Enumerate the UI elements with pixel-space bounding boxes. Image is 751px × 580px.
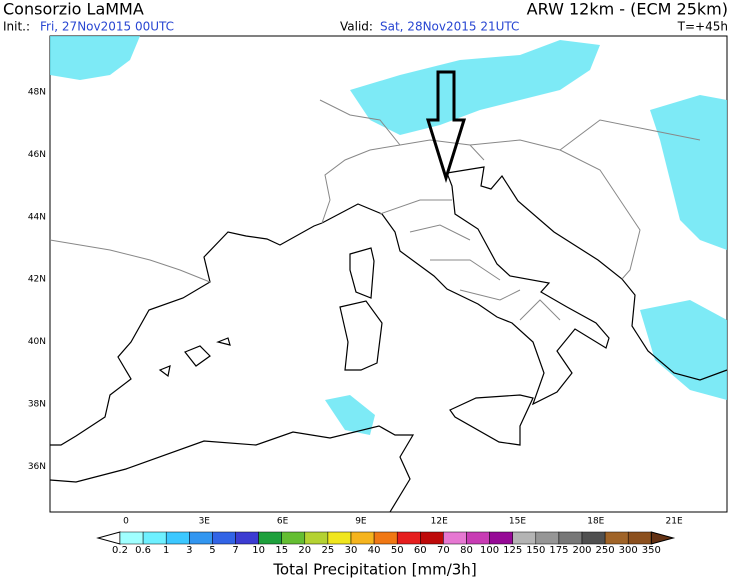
coastline [321,166,728,406]
colorbar-level: 350 [642,545,661,556]
lon-label: 21E [666,517,683,527]
lat-label: 46N [28,150,46,160]
lat-label: 38N [28,400,46,410]
lat-label: 44N [28,212,46,222]
header-title: Consorzio LaMMA [3,0,144,19]
colorbar-bin [558,531,583,545]
colorbar-level: 30 [345,545,358,556]
colorbar-bin [420,531,444,545]
init-time: Fri, 27Nov2015 00UTC [40,20,174,34]
border [49,99,701,283]
colorbar-bin [604,531,629,545]
map [49,35,728,513]
precip-area [325,395,375,435]
colorbar-level: 100 [480,545,499,556]
colorbar-level: 5 [209,545,215,556]
coastline [339,300,383,371]
colorbar-bin [281,531,306,545]
colorbar-title: Total Precipitation [mm/3h] [272,561,476,579]
colorbar-bin [350,531,375,545]
colorbar-bin [165,531,190,545]
colorbar-level: 40 [368,545,381,556]
colorbar-level: 0.6 [135,545,151,556]
colorbar-bin [466,531,490,545]
lon-label: 9E [355,517,367,527]
colorbar-level: 0.2 [112,545,128,556]
coastline [449,394,534,446]
valid-time: Sat, 28Nov2015 21UTC [380,20,519,34]
init-label: Init.: [3,20,30,34]
coastline [50,222,323,446]
colorbar-level: 200 [572,545,591,556]
colorbar-bin [235,531,259,545]
colorbar-bin [327,531,352,545]
header-model: ARW 12km - (ECM 25km) [527,0,728,19]
arrow [425,70,467,184]
lat-label: 36N [28,462,46,472]
valid-label: Valid: [340,20,373,34]
colorbar-level: 25 [322,545,335,556]
colorbar-bin [489,531,513,545]
lon-label: 15E [509,517,526,527]
coastline [158,337,231,378]
precip-area [640,300,727,400]
colorbar-level: 150 [526,545,545,556]
colorbar-over [650,531,676,545]
colorbar-level: 20 [298,545,311,556]
colorbar-bin [189,531,213,545]
colorbar-bin [304,531,329,545]
colorbar-bin [535,531,560,545]
colorbar-bin [443,531,467,545]
colorbar-level: 300 [619,545,638,556]
colorbar-bin [627,531,652,545]
lon-label: 6E [277,517,289,527]
colorbar-level: 7 [232,545,238,556]
colorbar-level: 60 [414,545,427,556]
lat-label: 42N [28,275,46,285]
colorbar-bin [119,531,144,545]
colorbar-level: 70 [437,545,450,556]
colorbar-level: 175 [549,545,568,556]
border [379,199,561,321]
precip-area [50,36,140,80]
colorbar-level: 50 [391,545,404,556]
colorbar-under [96,531,121,545]
colorbar-bin [142,531,167,545]
lon-label: 0 [123,517,129,527]
coastline [49,425,415,513]
axes: 48N 46N 44N 42N 40N 38N 36N 0 3E 6E 9E 12E 15E 18E 21E [28,88,683,527]
colorbar-level: 10 [252,545,265,556]
lat-label: 48N [28,88,46,98]
lon-label: 3E [199,517,211,527]
colorbar-level: 80 [460,545,473,556]
colorbar: 0.2 0.6 1 3 5 7 10 15 20 25 30 40 50 60 70 80 100 125 150 1… [96,531,676,556]
coastline [349,247,375,299]
colorbar-bin [212,531,236,545]
colorbar-bin [258,531,282,545]
colorbar-level: 3 [186,545,192,556]
lon-label: 12E [431,517,448,527]
colorbar-bin [373,531,398,545]
lat-label: 40N [28,337,46,347]
colorbar-bin [396,531,421,545]
colorbar-bin [581,531,606,545]
precip-area [350,40,600,135]
colorbar-level: 15 [275,545,288,556]
colorbar-level: 250 [596,545,615,556]
colorbar-bin [512,531,537,545]
colorbar-level: 1 [163,545,169,556]
lon-label: 18E [587,517,604,527]
colorbar-level: 125 [503,545,522,556]
lead-time: T=+45h [677,20,728,34]
